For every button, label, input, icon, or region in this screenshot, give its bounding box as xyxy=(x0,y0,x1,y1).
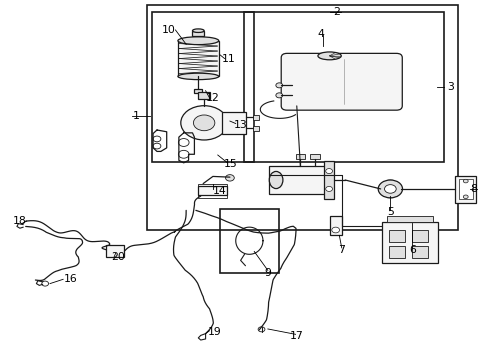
Circle shape xyxy=(275,83,282,88)
Bar xyxy=(178,41,218,76)
Bar xyxy=(198,92,209,99)
Bar xyxy=(106,246,124,257)
Bar xyxy=(220,208,278,273)
Text: 8: 8 xyxy=(469,184,476,194)
Bar xyxy=(147,5,458,230)
Bar xyxy=(268,166,324,194)
Bar xyxy=(221,112,245,134)
Text: 10: 10 xyxy=(162,25,176,35)
Ellipse shape xyxy=(269,171,283,189)
Circle shape xyxy=(462,195,467,199)
Circle shape xyxy=(377,180,402,198)
Bar xyxy=(454,176,475,203)
Circle shape xyxy=(258,327,264,332)
Text: 9: 9 xyxy=(264,268,271,278)
Text: 2: 2 xyxy=(332,7,339,17)
Circle shape xyxy=(384,185,395,193)
Bar xyxy=(309,154,319,159)
Circle shape xyxy=(193,115,214,131)
Circle shape xyxy=(153,143,161,149)
Bar xyxy=(194,89,202,93)
Bar xyxy=(329,216,341,235)
Text: 17: 17 xyxy=(289,332,303,342)
FancyBboxPatch shape xyxy=(281,53,402,110)
Bar xyxy=(388,230,404,242)
Circle shape xyxy=(225,175,234,181)
Bar xyxy=(381,222,437,263)
Text: 15: 15 xyxy=(224,159,237,169)
Text: 14: 14 xyxy=(212,186,225,196)
Bar xyxy=(323,161,334,199)
Circle shape xyxy=(325,168,332,174)
Text: 13: 13 xyxy=(233,120,247,130)
Text: 18: 18 xyxy=(13,216,27,226)
Bar xyxy=(412,230,427,242)
Text: 20: 20 xyxy=(111,252,125,262)
Text: 1: 1 xyxy=(133,111,140,121)
Bar xyxy=(152,12,254,162)
Bar xyxy=(252,126,258,131)
Bar xyxy=(198,186,227,195)
Circle shape xyxy=(462,179,467,183)
Bar xyxy=(192,31,203,36)
Circle shape xyxy=(275,93,282,98)
Ellipse shape xyxy=(178,73,218,80)
Circle shape xyxy=(178,150,189,158)
Text: 19: 19 xyxy=(207,327,221,337)
Bar xyxy=(458,179,471,199)
Text: 16: 16 xyxy=(63,274,77,284)
Circle shape xyxy=(331,227,339,233)
Bar xyxy=(198,184,227,198)
Text: 5: 5 xyxy=(386,207,393,217)
Text: 11: 11 xyxy=(222,54,235,64)
Bar xyxy=(388,246,404,258)
Ellipse shape xyxy=(317,52,341,60)
Bar xyxy=(244,12,443,162)
Text: 7: 7 xyxy=(338,245,345,255)
Ellipse shape xyxy=(178,37,218,45)
Text: 12: 12 xyxy=(205,93,219,103)
Text: 6: 6 xyxy=(408,245,415,255)
Bar xyxy=(386,216,432,222)
Circle shape xyxy=(153,136,161,142)
Ellipse shape xyxy=(192,29,203,32)
Circle shape xyxy=(178,139,189,147)
Text: 3: 3 xyxy=(447,82,454,92)
Text: 4: 4 xyxy=(317,28,324,39)
Bar xyxy=(412,246,427,258)
Circle shape xyxy=(325,186,332,192)
Circle shape xyxy=(181,106,227,140)
Circle shape xyxy=(41,281,48,286)
Bar xyxy=(295,154,305,159)
Bar xyxy=(252,115,258,120)
